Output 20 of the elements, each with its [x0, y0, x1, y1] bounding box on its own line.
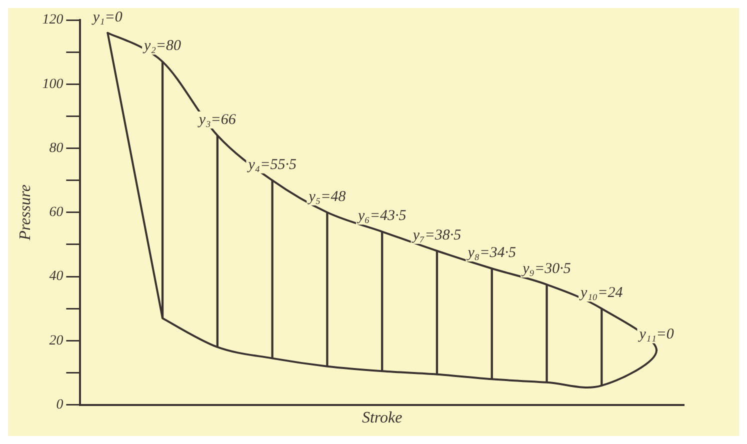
- y-tick-label: 120: [42, 12, 64, 28]
- data-label: y₅=48: [306, 188, 346, 205]
- data-label: y₈=34·5: [466, 244, 516, 261]
- y-tick-label: 20: [49, 333, 64, 348]
- y-tick-label: 80: [49, 140, 64, 156]
- data-label: y₁₁=0: [637, 326, 674, 343]
- data-label: y₁₀=24: [578, 285, 624, 302]
- data-label: y₇=38·5: [410, 227, 462, 244]
- x-axis-title: Stroke: [362, 410, 402, 427]
- data-label: y₄=55·5: [246, 156, 297, 173]
- y-tick-label: 60: [49, 205, 64, 220]
- data-label: y₁=0: [90, 9, 123, 26]
- data-label: y₃=66: [196, 112, 236, 128]
- data-label: y₂=80: [142, 38, 182, 54]
- y-tick-label: 40: [49, 269, 64, 284]
- data-label: y₆=43·5: [356, 208, 407, 224]
- y-tick-label: 100: [42, 76, 64, 92]
- data-label: y₉=30·5: [520, 260, 572, 277]
- y-tick-label: 0: [56, 397, 64, 412]
- y-axis-title: Pressure: [16, 184, 34, 242]
